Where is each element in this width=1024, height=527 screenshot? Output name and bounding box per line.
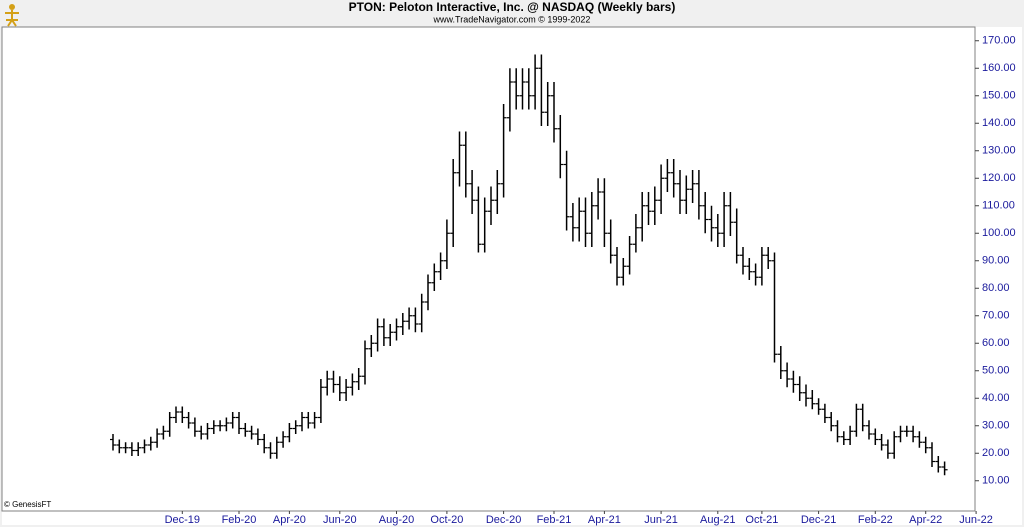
x-tick-label: Dec-21 xyxy=(801,514,836,526)
x-tick-label: Aug-21 xyxy=(700,514,735,526)
x-tick-label: Aug-20 xyxy=(379,514,414,526)
y-tick-label: 30.00 xyxy=(982,420,1010,432)
x-tick-label: Dec-20 xyxy=(486,514,521,526)
x-tick-label: Jun-22 xyxy=(959,514,993,526)
plot-background xyxy=(2,27,1022,525)
chart-subtitle: www.TradeNavigator.com © 1999-2022 xyxy=(433,14,591,24)
y-tick-label: 10.00 xyxy=(982,475,1010,487)
y-tick-label: 60.00 xyxy=(982,337,1010,349)
y-tick-label: 70.00 xyxy=(982,310,1010,322)
y-tick-label: 80.00 xyxy=(982,282,1010,294)
y-tick-label: 170.00 xyxy=(982,35,1016,47)
x-tick-label: Oct-20 xyxy=(430,514,463,526)
y-tick-label: 160.00 xyxy=(982,62,1016,74)
y-tick-label: 130.00 xyxy=(982,145,1016,157)
x-tick-label: Feb-22 xyxy=(858,514,893,526)
x-tick-label: Dec-19 xyxy=(165,514,200,526)
y-tick-label: 100.00 xyxy=(982,227,1016,239)
y-tick-label: 150.00 xyxy=(982,90,1016,102)
x-tick-label: Apr-21 xyxy=(588,514,621,526)
x-tick-label: Apr-20 xyxy=(273,514,306,526)
y-tick-label: 140.00 xyxy=(982,117,1016,129)
footer: © GenesisFT xyxy=(4,500,51,509)
chart-title: PTON: Peloton Interactive, Inc. @ NASDAQ… xyxy=(349,0,676,14)
x-tick-label: Jun-21 xyxy=(644,514,678,526)
x-tick-label: Feb-20 xyxy=(222,514,257,526)
y-tick-label: 120.00 xyxy=(982,172,1016,184)
y-tick-label: 110.00 xyxy=(982,200,1015,212)
x-tick-label: Jun-20 xyxy=(323,514,357,526)
x-tick-label: Feb-21 xyxy=(537,514,572,526)
y-tick-label: 90.00 xyxy=(982,255,1010,267)
logo xyxy=(5,4,19,27)
plot-frame xyxy=(1,26,976,512)
y-tick-label: 20.00 xyxy=(982,447,1010,459)
y-tick-label: 50.00 xyxy=(982,365,1010,377)
y-tick-label: 40.00 xyxy=(982,392,1010,404)
x-tick-label: Apr-22 xyxy=(909,514,942,526)
x-tick-label: Oct-21 xyxy=(745,514,778,526)
